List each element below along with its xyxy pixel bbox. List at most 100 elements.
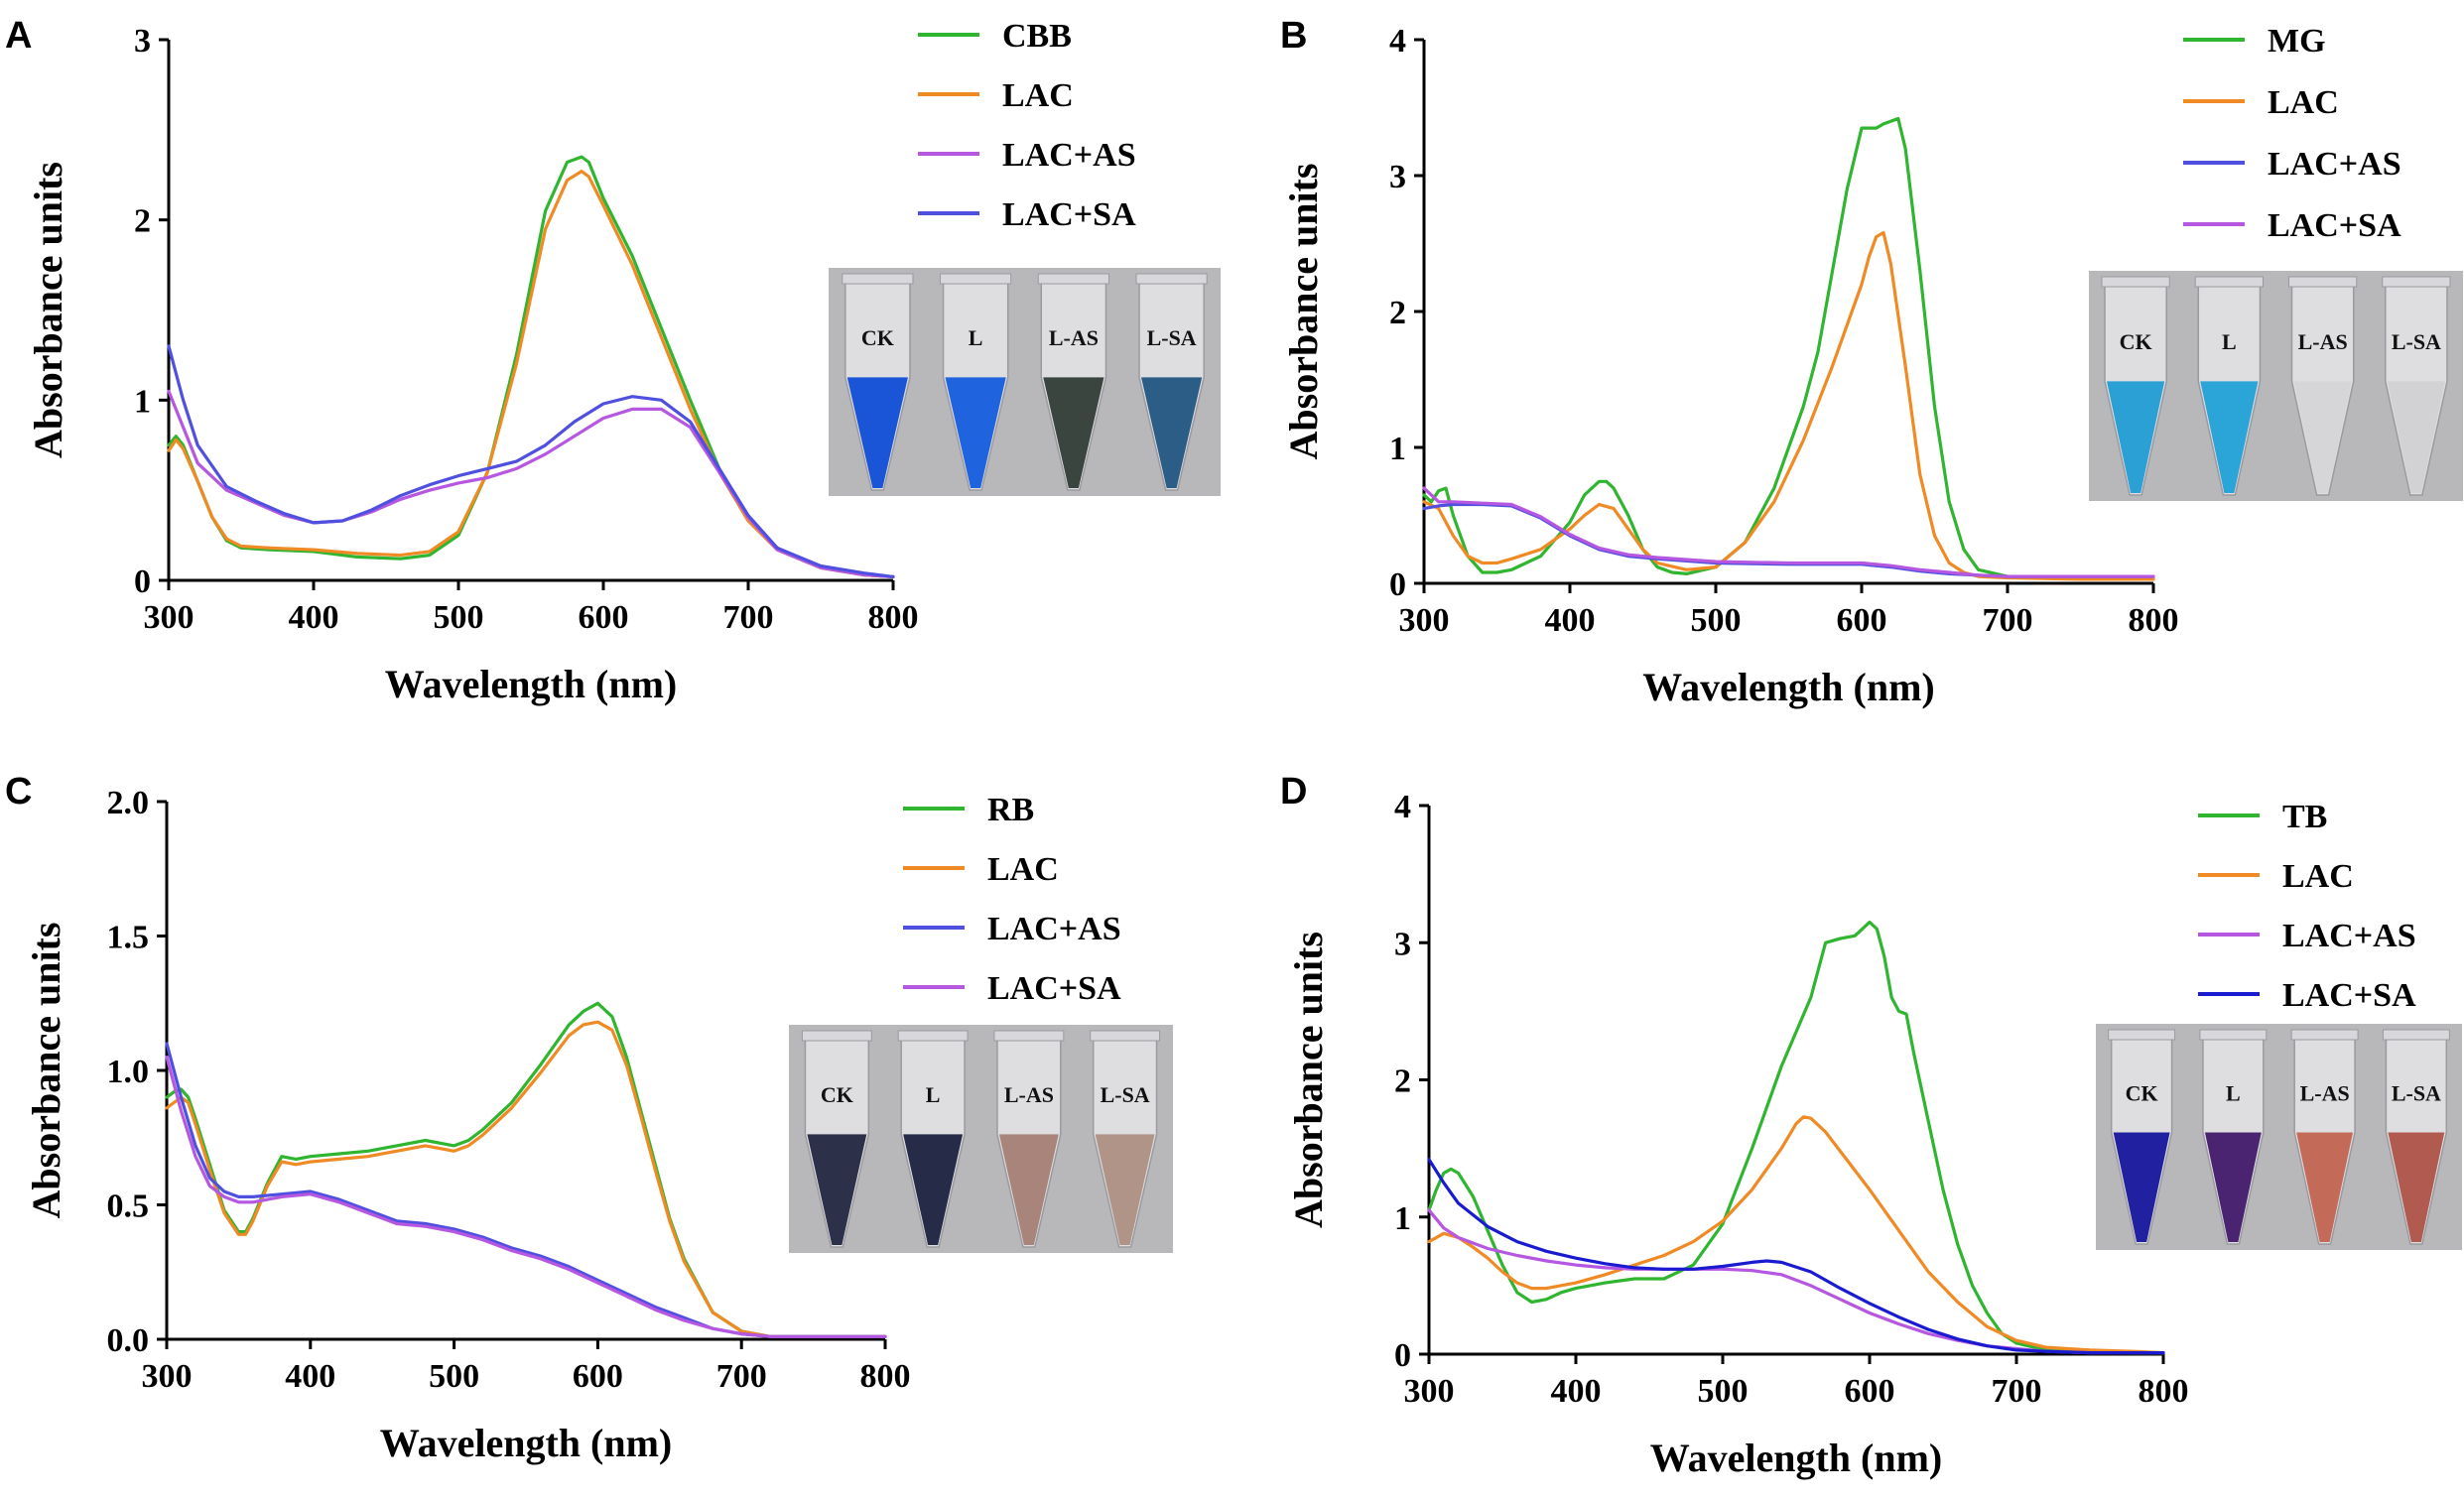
panel-d-x-tick-label: 600	[1845, 1373, 1895, 1410]
panel-a-x-tick-label: 300	[144, 599, 195, 636]
panel-d-y-tick-label: 0	[1394, 1337, 1411, 1374]
panel-b-tube-liquid	[2200, 381, 2259, 493]
panel-c-tube-rim	[993, 1030, 1065, 1042]
panel-c-tube-liquid	[998, 1134, 1059, 1245]
panel-c-legend-label: LAC+SA	[987, 970, 1121, 1007]
panel-c-tube-rim	[897, 1030, 969, 1042]
panel-a-tube-label: CK	[861, 325, 894, 350]
panel-d-y-axis-title: Absorbance units	[1286, 932, 1331, 1228]
panel-c-y-tick-label: 0.0	[107, 1322, 150, 1359]
panel-letter-c: C	[5, 771, 32, 812]
panel-b-y-tick-label: 0	[1389, 566, 1406, 603]
panel-c-x-axis-title: Wavelength (nm)	[380, 1421, 672, 1465]
panel-a-x-axis-title: Wavelength (nm)	[385, 662, 677, 706]
panel-a-ticks: 300 400 500 600 700 800 0 1 2 3	[134, 23, 919, 636]
panel-b-plot	[1422, 116, 2155, 581]
panel-a-x-tick-label: 500	[434, 599, 484, 636]
panel-c-series-lac-plus-as	[165, 1042, 887, 1338]
panel-d-axes: Wavelength (nm) Absorbance units	[1286, 806, 2163, 1480]
panel-b-x-tick-label: 300	[1399, 602, 1450, 639]
panel-d-tube-liquid	[2113, 1132, 2170, 1242]
panel-a-y-tick-label: 0	[134, 563, 151, 600]
panel-a-tube-label: L	[969, 325, 983, 350]
panel-a-y-tick-label: 1	[134, 383, 151, 420]
panel-c-tube-liquid	[1095, 1134, 1155, 1245]
panel-d-legend-label: LAC+AS	[2282, 918, 2416, 954]
panel-d-ticks: 300 400 500 600 700 800 0 1 2 3 4	[1394, 789, 2189, 1410]
panel-c-tube-label: L	[926, 1082, 941, 1107]
panel-b-x-axis-title: Wavelength (nm)	[1642, 665, 1934, 709]
panel-c-y-tick-label: 2.0	[107, 785, 150, 821]
panel-b-ticks: 300 400 500 600 700 800 0 1 2 3 4	[1389, 23, 2179, 639]
panel-a-tube-rim	[1135, 273, 1208, 285]
panel-c-tube-photo: CK L L-AS L-SA	[789, 1025, 1173, 1253]
panel-letter-d: D	[1280, 771, 1307, 812]
panel-a-tube-liquid	[1043, 377, 1104, 488]
panel-b: B Wavelength (nm) Absorbance units 300 400…	[1280, 15, 2463, 709]
panel-a-x-tick-label: 800	[868, 599, 919, 636]
panel-c-tube-label: L-SA	[1101, 1082, 1150, 1107]
panel-c-y-tick-label: 1.5	[107, 920, 150, 956]
panel-a-legend-label: LAC+AS	[1002, 137, 1136, 174]
panel-d-x-tick-label: 800	[2139, 1373, 2189, 1410]
panel-c-tube-liquid	[903, 1134, 964, 1245]
panel-b-y-tick-label: 4	[1389, 23, 1406, 60]
panel-d-legend: TB LAC LAC+AS LAC+SA	[2198, 799, 2416, 1014]
panel-d: D Wavelength (nm) Absorbance units 300 400…	[1280, 771, 2462, 1480]
panel-c-x-tick-label: 800	[860, 1358, 911, 1395]
panel-b-tube-rim	[2288, 276, 2358, 288]
panel-c-series-lac-plus-sa	[165, 1055, 887, 1338]
panel-c-tube-label: CK	[821, 1082, 853, 1107]
panel-b-legend-label: MG	[2268, 23, 2326, 60]
panel-c-y-tick-label: 0.5	[107, 1188, 150, 1225]
panel-a-legend-label: LAC+SA	[1002, 196, 1136, 233]
panel-a-tube-label: L-AS	[1049, 325, 1099, 350]
panel-c-tube-rim	[1090, 1030, 1161, 1042]
panel-letter-b: B	[1280, 15, 1307, 57]
panel-d-x-tick-label: 400	[1551, 1373, 1602, 1410]
panel-c-legend: RB LAC LAC+AS LAC+SA	[903, 792, 1121, 1007]
panel-b-x-tick-label: 800	[2129, 602, 2179, 639]
panel-d-tube-rim	[2199, 1029, 2268, 1041]
panel-d-tube-liquid	[2204, 1132, 2262, 1242]
panel-d-tube-label: CK	[2126, 1081, 2158, 1106]
panel-d-legend-label: LAC	[2282, 858, 2354, 895]
panel-c-series-lac	[165, 1020, 887, 1338]
panel-d-plot	[1427, 920, 2165, 1355]
panel-a-tube-rim	[1037, 273, 1109, 285]
panel-c-series-rb	[165, 1001, 887, 1338]
panel-b-tube-rim	[2194, 276, 2264, 288]
panel-b-y-tick-label: 3	[1389, 159, 1406, 195]
panel-a-tube-liquid	[846, 377, 908, 488]
panel-d-tube-rim	[2108, 1029, 2176, 1041]
panel-a-x-tick-label: 700	[723, 599, 774, 636]
panel-a: A Wavelength (nm) Absorbance units 300 400…	[5, 15, 1221, 706]
panel-d-y-tick-label: 4	[1394, 789, 1411, 825]
panel-c-y-axis-title: Absorbance units	[24, 923, 68, 1219]
panel-b-tube-label: L	[2222, 329, 2237, 354]
panel-d-tube-photo: CK L L-AS L-SA	[2096, 1024, 2462, 1250]
panel-a-series-lac	[167, 170, 895, 579]
panel-b-y-axis-title: Absorbance units	[1281, 164, 1326, 460]
panel-b-tube-rim	[2382, 276, 2451, 288]
panel-a-plot	[167, 155, 895, 579]
panel-c-x-tick-label: 700	[716, 1358, 767, 1395]
panel-d-tube-rim	[2290, 1029, 2359, 1041]
panel-c-x-tick-label: 300	[142, 1358, 193, 1395]
panel-letter-a: A	[5, 15, 32, 57]
panel-d-series-tb	[1427, 920, 2165, 1355]
panel-c: C Wavelength (nm) Absorbance units 300 400…	[5, 771, 1173, 1465]
panel-a-x-tick-label: 600	[579, 599, 629, 636]
panel-b-tube-label: L-SA	[2392, 329, 2441, 354]
panel-d-x-tick-label: 500	[1698, 1373, 1749, 1410]
panel-b-tube-liquid	[2107, 381, 2165, 493]
panel-d-tube-label: L-SA	[2392, 1081, 2441, 1106]
panel-b-series-lac-plus-sa	[1422, 486, 2155, 578]
panel-c-x-tick-label: 600	[573, 1358, 623, 1395]
panel-d-legend-label: TB	[2282, 799, 2327, 835]
panel-a-tube-liquid	[1141, 377, 1203, 488]
panel-b-legend-label: LAC	[2268, 84, 2339, 121]
panel-b-series-mg	[1422, 116, 2155, 581]
panel-a-y-tick-label: 3	[134, 23, 151, 60]
